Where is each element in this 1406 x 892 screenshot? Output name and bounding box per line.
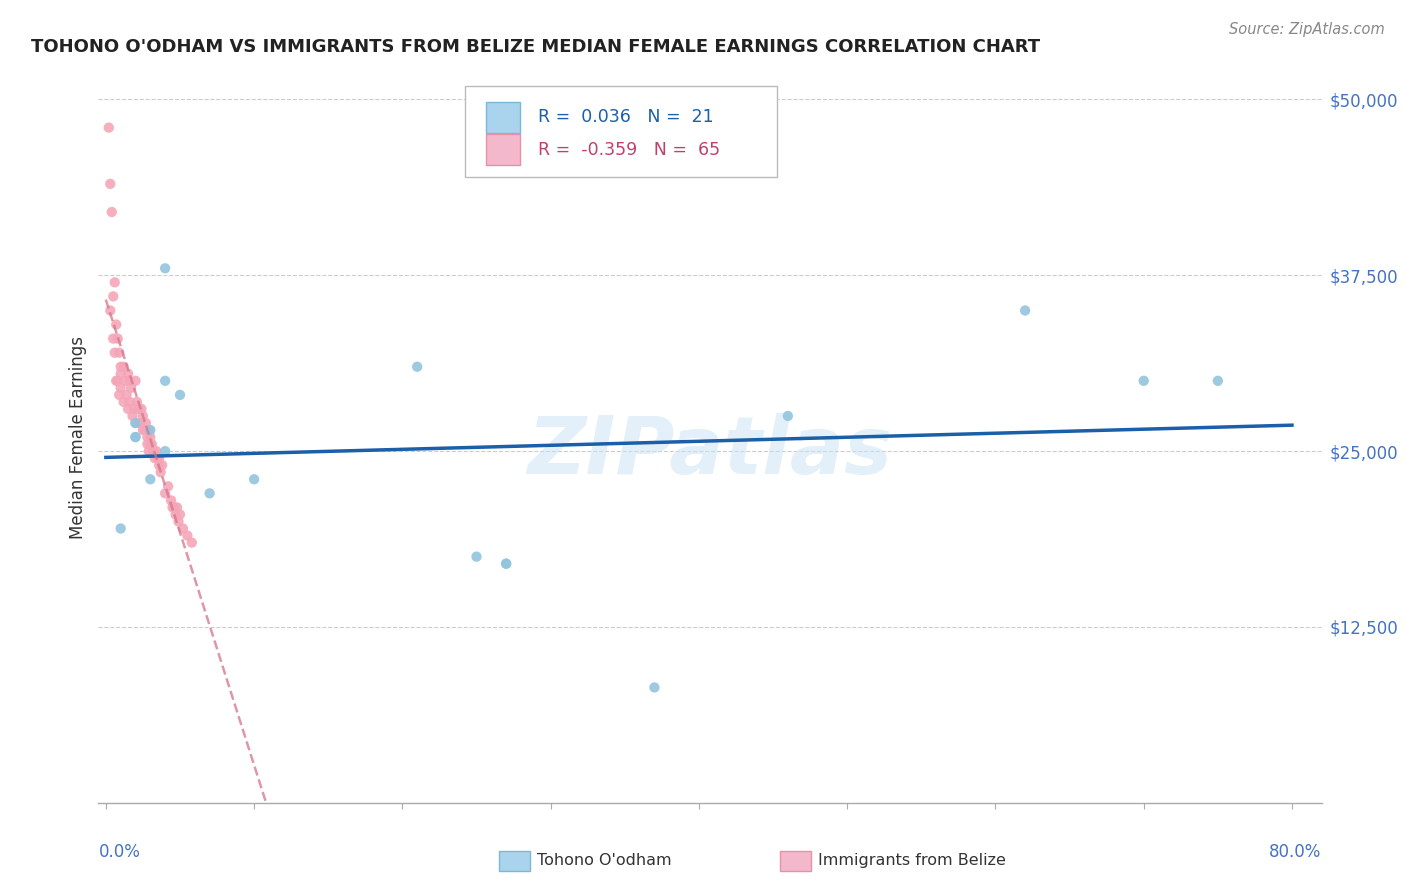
Point (121, 409, 143, 423)
Point (143, 451, 166, 466)
Point (148, 458, 170, 473)
Point (124, 430, 146, 444)
Point (153, 261, 176, 276)
Point (110, 367, 132, 381)
Point (150, 458, 173, 473)
Point (146, 451, 169, 466)
Text: 80.0%: 80.0% (1270, 843, 1322, 861)
Point (1132, 374, 1154, 388)
Point (163, 500, 186, 515)
Point (120, 381, 142, 395)
FancyBboxPatch shape (486, 102, 520, 133)
Point (172, 521, 194, 535)
Point (145, 444, 167, 458)
Point (169, 388, 191, 402)
Text: R =  0.036   N =  21: R = 0.036 N = 21 (537, 109, 713, 127)
Point (142, 444, 165, 458)
FancyBboxPatch shape (486, 135, 520, 165)
Point (160, 493, 183, 508)
Point (495, 557, 517, 571)
Point (167, 515, 190, 529)
Point (114, 374, 136, 388)
Point (103, 289, 125, 303)
Point (131, 401, 153, 416)
Point (98, 177, 121, 191)
Text: 0.0%: 0.0% (98, 843, 141, 861)
Point (105, 374, 128, 388)
Y-axis label: Median Female Earnings: Median Female Earnings (69, 335, 87, 539)
Point (153, 374, 176, 388)
Point (162, 500, 184, 515)
Point (139, 437, 162, 451)
Point (97, 120, 120, 135)
Point (118, 374, 141, 388)
Text: Tohono O'odham: Tohono O'odham (537, 854, 672, 868)
Point (1206, 374, 1229, 388)
Point (98, 303, 121, 318)
Point (108, 388, 131, 402)
Point (176, 528, 198, 542)
Point (136, 437, 159, 451)
Point (100, 205, 122, 219)
Point (117, 367, 139, 381)
Point (132, 409, 155, 423)
Point (139, 472, 162, 486)
Point (129, 416, 152, 430)
Point (103, 332, 125, 346)
Point (180, 535, 202, 549)
Point (117, 401, 139, 416)
Point (406, 359, 429, 374)
Text: Immigrants from Belize: Immigrants from Belize (818, 854, 1007, 868)
Point (122, 401, 145, 416)
Point (643, 681, 665, 695)
Point (124, 416, 146, 430)
Point (104, 345, 127, 359)
Point (132, 423, 155, 437)
Point (115, 388, 138, 402)
Point (139, 430, 162, 444)
Point (139, 423, 162, 437)
Point (153, 444, 176, 458)
Point (166, 500, 188, 515)
Point (157, 479, 180, 493)
Point (110, 381, 132, 395)
Point (105, 318, 128, 332)
Point (198, 486, 221, 500)
Point (110, 521, 132, 535)
Point (125, 395, 148, 409)
Point (127, 401, 149, 416)
Point (136, 430, 159, 444)
Point (110, 359, 132, 374)
Point (112, 359, 135, 374)
Point (465, 549, 488, 564)
Point (107, 332, 129, 346)
Point (1014, 303, 1036, 318)
Point (124, 430, 146, 444)
Text: Source: ZipAtlas.com: Source: ZipAtlas.com (1229, 22, 1385, 37)
Point (108, 345, 131, 359)
Text: R =  -0.359   N =  65: R = -0.359 N = 65 (537, 141, 720, 159)
FancyBboxPatch shape (465, 86, 778, 178)
Point (149, 465, 172, 479)
Text: TOHONO O'ODHAM VS IMMIGRANTS FROM BELIZE MEDIAN FEMALE EARNINGS CORRELATION CHAR: TOHONO O'ODHAM VS IMMIGRANTS FROM BELIZE… (31, 38, 1040, 56)
Point (148, 451, 170, 466)
Point (138, 423, 160, 437)
Point (124, 374, 146, 388)
Point (138, 444, 160, 458)
Point (169, 508, 191, 522)
Point (104, 276, 127, 290)
Point (495, 557, 517, 571)
Point (165, 508, 187, 522)
Point (134, 423, 156, 437)
Point (776, 409, 799, 423)
Text: ZIPatlas: ZIPatlas (527, 413, 893, 491)
Point (107, 374, 129, 388)
Point (135, 416, 157, 430)
Point (153, 486, 176, 500)
Point (112, 395, 135, 409)
Point (118, 395, 141, 409)
Point (124, 416, 146, 430)
Point (243, 472, 266, 486)
Point (141, 437, 163, 451)
